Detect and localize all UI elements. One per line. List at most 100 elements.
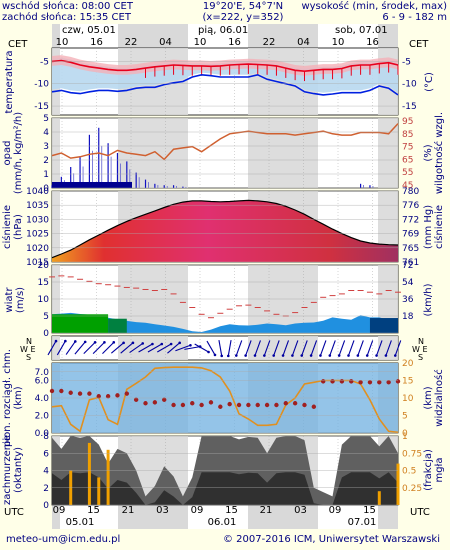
wind-arrow-head: [54, 339, 58, 343]
right-tick-label: 0.5: [402, 467, 416, 477]
right-tick-label: 769: [402, 230, 419, 240]
left-tick-label: 4: [43, 467, 49, 477]
wind-arrow-head: [365, 354, 369, 357]
left-tick-label: 4.0: [35, 394, 50, 404]
precipitation-ylabel: opad: [2, 141, 13, 166]
wind-arrow-head: [178, 341, 181, 345]
top-hour-label: 16: [366, 37, 379, 48]
left-tick-label: 0.0: [35, 429, 50, 439]
right-tick-label: 780: [402, 187, 419, 197]
left-tick-label: 6.0: [35, 377, 50, 387]
wind-arrow: [47, 340, 57, 356]
altitude-label: wysokość (min, środek, max): [301, 0, 447, 12]
left-tick-label: -15: [34, 102, 49, 112]
wind-arrow: [245, 340, 252, 356]
compass-we-right: W E: [412, 345, 428, 354]
fog-bar: [377, 491, 381, 505]
wind-arrow: [385, 340, 392, 356]
bottom-hour-label: 21: [260, 505, 273, 516]
pressure-line: [51, 199, 399, 259]
cloud-extent-point: [190, 401, 195, 406]
compass-s-right: S: [418, 353, 423, 362]
bottom-tz-right: UTC: [410, 507, 430, 518]
wind-arrow: [74, 341, 86, 355]
footer-email[interactable]: meteo-um@icm.edu.pl: [6, 534, 120, 545]
left-tick-label: 1035: [26, 201, 49, 211]
coords-text: 19°20'E, 54°7'N: [203, 1, 283, 12]
cloud-extent-point: [218, 404, 223, 409]
right-tick-label: 54: [402, 278, 414, 288]
wind-arrow: [129, 342, 144, 354]
wind-arrow-head: [169, 342, 173, 346]
bottom-hour-label: 03: [294, 505, 307, 516]
wind-arrow-head: [234, 354, 238, 357]
wind-arrow: [110, 342, 124, 354]
left-tick-label: 1020: [26, 244, 49, 254]
right-tick-label: 75: [402, 143, 413, 153]
cloud-extent-point: [349, 379, 354, 384]
fog-bar: [106, 449, 110, 505]
wind-arrow: [194, 343, 209, 353]
right-tick-label: 5: [402, 412, 408, 422]
wind-arrow: [65, 341, 76, 355]
wind-arrow: [227, 340, 232, 356]
wind-arrow: [138, 343, 153, 353]
wind-arrow: [56, 340, 66, 356]
wind-arrow-head: [151, 342, 154, 346]
cloud-unit: (oktanty): [13, 447, 24, 493]
wind-arrow-head: [309, 354, 313, 357]
cloud-ylabel: zachmurzenie: [2, 435, 13, 505]
top-hour-label: 10: [332, 37, 345, 48]
top-hour-label: 22: [125, 37, 138, 48]
cloud-extent-point: [311, 404, 317, 409]
wind-arrow: [102, 341, 115, 355]
precipitation-unit: (mm/h, kg/m²/h): [13, 112, 24, 194]
wind-arrow-head: [112, 341, 116, 344]
left-tz: CET: [8, 39, 28, 50]
cloud-extent-point: [274, 402, 279, 408]
right-tick-label: 0: [402, 429, 408, 439]
wind-arrow-head: [253, 354, 257, 357]
cloud-extent-point: [96, 394, 101, 399]
wind-arrow: [263, 340, 271, 356]
right-tick-label: 15: [402, 377, 413, 387]
cloud-extent-point: [199, 402, 204, 408]
visibility-ylabel: widzialność: [433, 369, 445, 426]
compass-n-right: N: [418, 337, 424, 346]
left-tick-label: 1030: [26, 215, 49, 225]
top-hour-label: 16: [90, 37, 103, 48]
wind-strong-area: [52, 314, 109, 333]
left-tick-label: 10: [38, 295, 50, 305]
cloud-extent-point: [115, 393, 120, 398]
right-tick-label: 761: [402, 258, 419, 268]
wind-arrow: [254, 340, 261, 356]
cloud-extent-point: [124, 391, 130, 396]
left-tick-label: 6: [43, 449, 49, 459]
cloud-extent-point: [171, 402, 176, 408]
wind-arrow-head: [272, 354, 275, 357]
night-band-bottom: [118, 505, 188, 529]
left-tick-label: 1: [43, 170, 49, 180]
cloud-extent-point: [143, 401, 148, 406]
wind-arrow-head: [263, 354, 266, 357]
right-tick-label: 95: [402, 117, 413, 127]
cloud-extent-point: [180, 402, 186, 408]
night-band-top: [248, 24, 318, 48]
wind-arrow: [291, 340, 299, 356]
left-tick-label: 5: [43, 312, 49, 322]
panel-prec-night: [52, 118, 60, 188]
left-tick-label: -5: [40, 57, 49, 67]
wind-arrow-head: [220, 354, 224, 358]
cloud-extent-point: [227, 401, 232, 407]
wind-arrow-head: [131, 341, 135, 345]
wind-arrow-head: [189, 343, 192, 347]
wind-arrow-head: [300, 354, 304, 357]
wind-arrow: [235, 340, 243, 356]
panel-prec-bg: [51, 117, 399, 189]
temperature-ylabel-right: (°C): [424, 72, 435, 92]
fog-unit: (frakcja): [423, 449, 434, 491]
right-tick-label: 65: [402, 155, 413, 165]
right-tick-label: 55: [402, 168, 413, 178]
night-band-top: [378, 24, 398, 48]
